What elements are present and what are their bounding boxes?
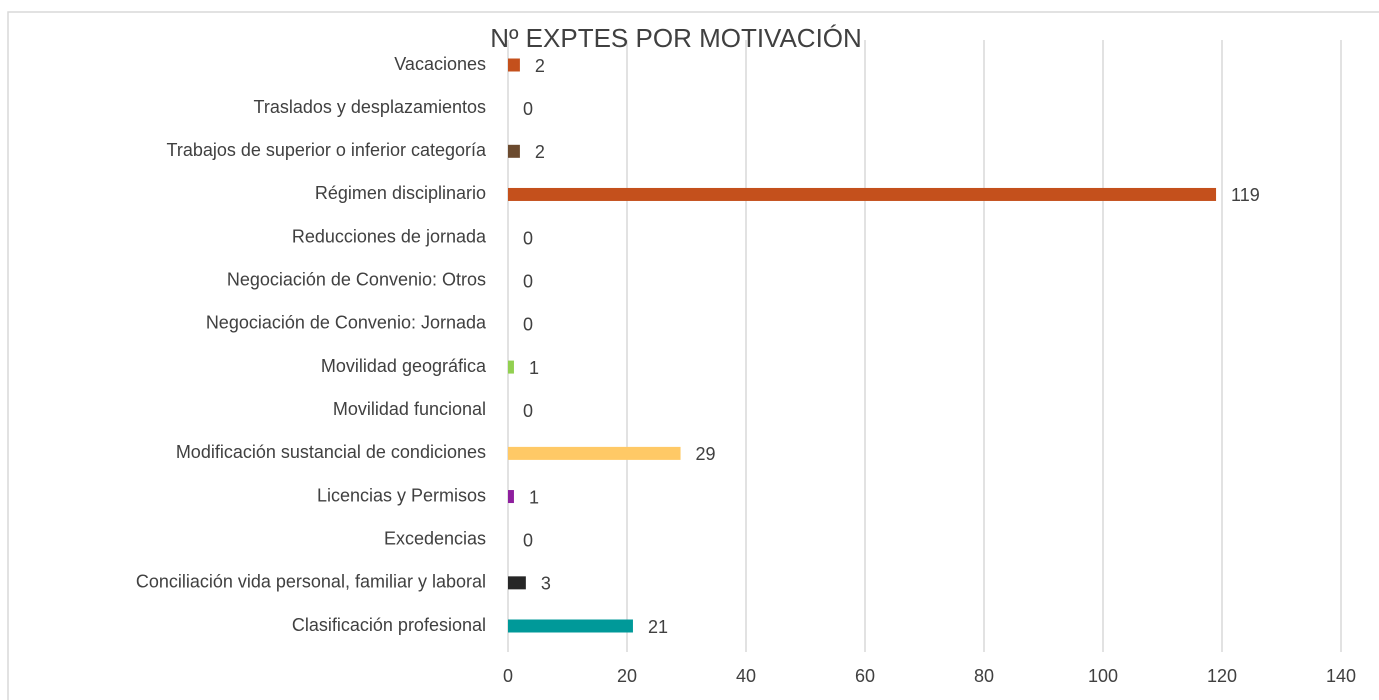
x-tick-label: 120	[1207, 666, 1237, 686]
bar	[508, 619, 633, 633]
data-label: 2	[535, 142, 545, 162]
y-tick-label: Modificación sustancial de condiciones	[176, 442, 486, 462]
x-tick-label: 140	[1326, 666, 1356, 686]
y-tick-label: Vacaciones	[394, 54, 486, 74]
y-tick-label: Negociación de Convenio: Jornada	[206, 313, 487, 333]
bar	[508, 446, 681, 460]
data-label: 21	[648, 617, 668, 637]
y-tick-label: Movilidad funcional	[333, 399, 486, 419]
y-tick-label: Traslados y desplazamientos	[254, 97, 486, 117]
x-tick-label: 40	[736, 666, 756, 686]
y-tick-label: Reducciones de jornada	[292, 226, 487, 246]
y-tick-label: Licencias y Permisos	[317, 485, 486, 505]
data-label: 0	[523, 228, 533, 248]
data-label: 0	[523, 272, 533, 292]
data-label: 2	[535, 56, 545, 76]
y-tick-label: Conciliación vida personal, familiar y l…	[136, 572, 486, 592]
data-label: 1	[529, 487, 539, 507]
chart-title: Nº EXPTES POR MOTIVACIÓN	[490, 23, 862, 53]
y-tick-label: Negociación de Convenio: Otros	[227, 270, 486, 290]
data-label: 0	[523, 315, 533, 335]
grid	[507, 40, 1342, 652]
data-label: 29	[696, 444, 716, 464]
bar	[508, 576, 526, 590]
y-tick-label: Régimen disciplinario	[315, 183, 486, 203]
data-label: 1	[529, 358, 539, 378]
bar	[508, 187, 1217, 201]
bar	[508, 144, 520, 158]
x-tick-label: 80	[974, 666, 994, 686]
y-tick-label: Trabajos de superior o inferior categorí…	[167, 140, 487, 160]
bar	[508, 360, 514, 374]
x-tick-label: 20	[617, 666, 637, 686]
data-label: 0	[523, 401, 533, 421]
x-tick-label: 100	[1088, 666, 1118, 686]
data-label: 0	[523, 99, 533, 119]
x-tick-label: 60	[855, 666, 875, 686]
data-label: 0	[523, 530, 533, 550]
y-tick-label: Movilidad geográfica	[321, 356, 487, 376]
y-tick-label: Excedencias	[384, 528, 486, 548]
y-tick-label: Clasificación profesional	[292, 615, 486, 635]
data-label: 119	[1231, 185, 1260, 205]
chart-border	[7, 11, 1379, 700]
x-tick-label: 0	[503, 666, 513, 686]
bar	[508, 490, 514, 504]
bar	[508, 58, 520, 72]
data-label: 3	[541, 574, 551, 594]
